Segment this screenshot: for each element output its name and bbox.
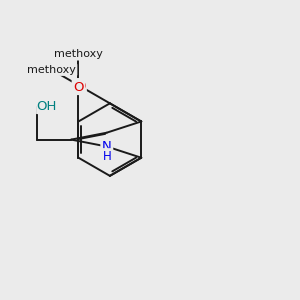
Text: O: O	[73, 80, 84, 94]
Text: H: H	[102, 149, 111, 163]
Text: OH: OH	[37, 100, 57, 113]
Text: methoxy: methoxy	[54, 50, 103, 59]
Text: methoxy: methoxy	[49, 69, 55, 70]
Text: N: N	[102, 140, 112, 153]
Text: O: O	[75, 80, 85, 93]
Text: methoxy: methoxy	[27, 65, 76, 75]
Text: methoxy: methoxy	[49, 64, 55, 65]
